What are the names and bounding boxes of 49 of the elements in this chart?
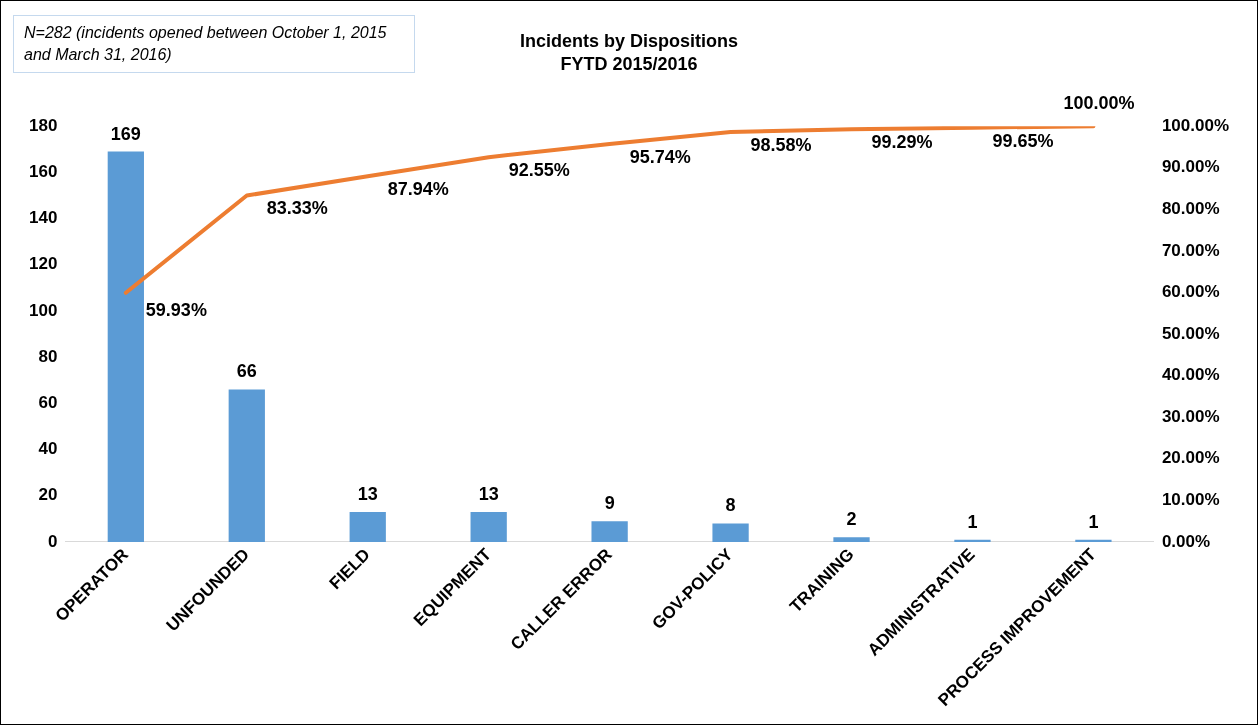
data-label: 13 [478, 483, 499, 504]
chart-title: Incidents by Dispositions [519, 30, 739, 51]
data-label: 95.74% [629, 146, 691, 167]
y-tick-label: 120 [28, 254, 58, 274]
data-label: 100.00% [1063, 93, 1135, 114]
y-tick-label: 180 [28, 115, 58, 135]
data-label: 8 [725, 495, 736, 516]
data-label: 99.29% [871, 132, 933, 153]
data-label: 98.58% [750, 135, 812, 156]
chart-subtitle: FYTD 2015/2016 [560, 54, 698, 75]
data-label: 169 [110, 123, 141, 144]
y-tick-label: 160 [28, 162, 58, 182]
y-tick-label: 80 [38, 346, 58, 366]
data-label: 59.93% [145, 299, 207, 320]
y2-tick-label: 10.00% [1161, 490, 1220, 510]
text: N=282 (incidents opened between October 1, 2015 and March 31, 2016) [13, 15, 415, 73]
y-tick-label: 60 [38, 393, 58, 413]
bar [107, 151, 144, 542]
bar [833, 537, 870, 542]
y2-tick-label: 70.00% [1161, 240, 1220, 260]
y-tick-label: 100 [28, 300, 58, 320]
y2-tick-label: 30.00% [1161, 406, 1220, 426]
y-tick-label: 140 [28, 208, 58, 228]
y2-tick-label: 60.00% [1161, 282, 1220, 302]
data-label: 87.94% [387, 179, 449, 200]
data-label: 66 [236, 361, 257, 382]
y-tick-label: 0 [47, 531, 58, 551]
y-tick-label: 40 [38, 439, 58, 459]
bar [470, 511, 507, 542]
data-label: 83.33% [266, 198, 328, 219]
y2-tick-label: 90.00% [1161, 157, 1220, 177]
data-label: 9 [604, 493, 615, 514]
bar [591, 521, 628, 542]
y2-tick-label: 0.00% [1161, 531, 1211, 551]
y2-tick-label: 80.00% [1161, 199, 1220, 219]
data-label: 99.65% [992, 130, 1054, 151]
y-tick-label: 20 [38, 485, 58, 505]
data-label: 1 [967, 511, 978, 532]
bar [349, 511, 386, 542]
y2-tick-label: 50.00% [1161, 323, 1220, 343]
data-label: 92.55% [508, 160, 570, 181]
y2-tick-label: 100.00% [1161, 115, 1230, 135]
data-label: 13 [357, 483, 378, 504]
data-label: 1 [1088, 511, 1099, 532]
y2-tick-label: 40.00% [1161, 365, 1220, 385]
data-label: 2 [846, 509, 857, 530]
y2-tick-label: 20.00% [1161, 448, 1220, 468]
bar [712, 523, 749, 542]
bar [228, 389, 265, 542]
